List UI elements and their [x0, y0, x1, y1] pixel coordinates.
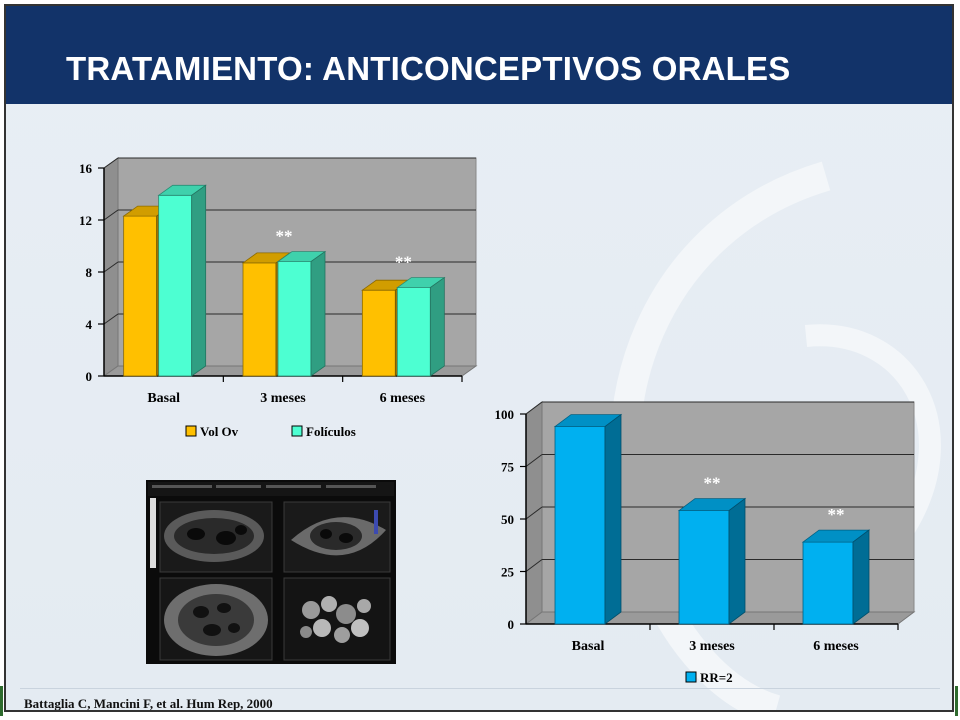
ultrasound-image: [146, 480, 396, 664]
footer-rule: [20, 688, 940, 689]
edge-mark-right: [955, 686, 958, 716]
title-bar: TRATAMIENTO: ANTICONCEPTIVOS ORALES: [6, 6, 952, 104]
y-tick-label: 12: [79, 213, 92, 228]
edge-mark-left: [0, 686, 3, 716]
gridline-side: [103, 261, 119, 273]
bar-fol-culos: [277, 261, 312, 377]
bar-rr-2: [554, 426, 606, 625]
gridline-side: [103, 157, 119, 169]
bar-vol-ov: [123, 215, 158, 377]
chart-rr: 0 25 50 75 100 Basal 3 meses ** 6 meses ** RR=2: [495, 401, 916, 685]
bar-fol-culos: [158, 194, 193, 377]
gridline-side: [525, 559, 543, 572]
legend-label: RR=2: [700, 670, 733, 685]
slide-title: TRATAMIENTO: ANTICONCEPTIVOS ORALES: [66, 50, 791, 87]
bar-fol-culos: [396, 287, 431, 377]
legend-swatch: [185, 425, 197, 437]
bar-side: [310, 250, 326, 377]
legend-swatch: [685, 671, 697, 683]
significance-marker: **: [276, 227, 293, 246]
bar-side: [852, 529, 870, 625]
bar-rr-2: [678, 510, 730, 625]
y-tick-label: 75: [501, 460, 515, 475]
bar-vol-ov: [242, 262, 277, 377]
bar-side: [728, 497, 746, 625]
bar-side: [429, 276, 445, 377]
gridline-side: [525, 401, 543, 415]
legend-label: Folículos: [306, 424, 356, 439]
x-category-label: 3 meses: [260, 391, 306, 406]
bar-side: [191, 184, 207, 377]
y-tick-label: 100: [495, 407, 515, 422]
significance-marker: **: [395, 253, 412, 272]
legend-swatch: [291, 425, 303, 437]
y-tick-label: 25: [501, 565, 515, 580]
x-category-label: Basal: [572, 639, 605, 654]
bar-side: [604, 413, 622, 625]
bar-vol-ov: [361, 289, 396, 377]
slide: TRATAMIENTO: ANTICONCEPTIVOS ORALES 0 4 8 1…: [4, 4, 954, 712]
bar-rr-2: [802, 541, 854, 625]
citation: Battaglia C, Mancini F, et al. Hum Rep, …: [24, 696, 273, 711]
x-category-label: 6 meses: [813, 639, 859, 654]
legend-label: Vol Ov: [200, 424, 239, 439]
y-tick-label: 50: [501, 512, 514, 527]
gridline-side: [103, 313, 119, 325]
significance-marker: **: [828, 505, 845, 524]
y-tick-label: 0: [508, 617, 515, 632]
x-category-label: 6 meses: [380, 391, 426, 406]
y-tick-label: 16: [79, 161, 93, 176]
gridline-side: [103, 209, 119, 221]
y-tick-label: 0: [86, 369, 93, 384]
y-tick-label: 8: [86, 265, 93, 280]
chart-ovarian-volume-follicles: 0 4 8 12 16 Basal 3 meses ** 6 meses ** Vol Ov Folí…: [79, 157, 478, 439]
gridline-side: [525, 506, 543, 520]
gridline-side: [525, 454, 543, 467]
x-category-label: Basal: [147, 391, 180, 406]
y-tick-label: 4: [86, 317, 93, 332]
significance-marker: **: [704, 474, 721, 493]
x-category-label: 3 meses: [689, 639, 735, 654]
